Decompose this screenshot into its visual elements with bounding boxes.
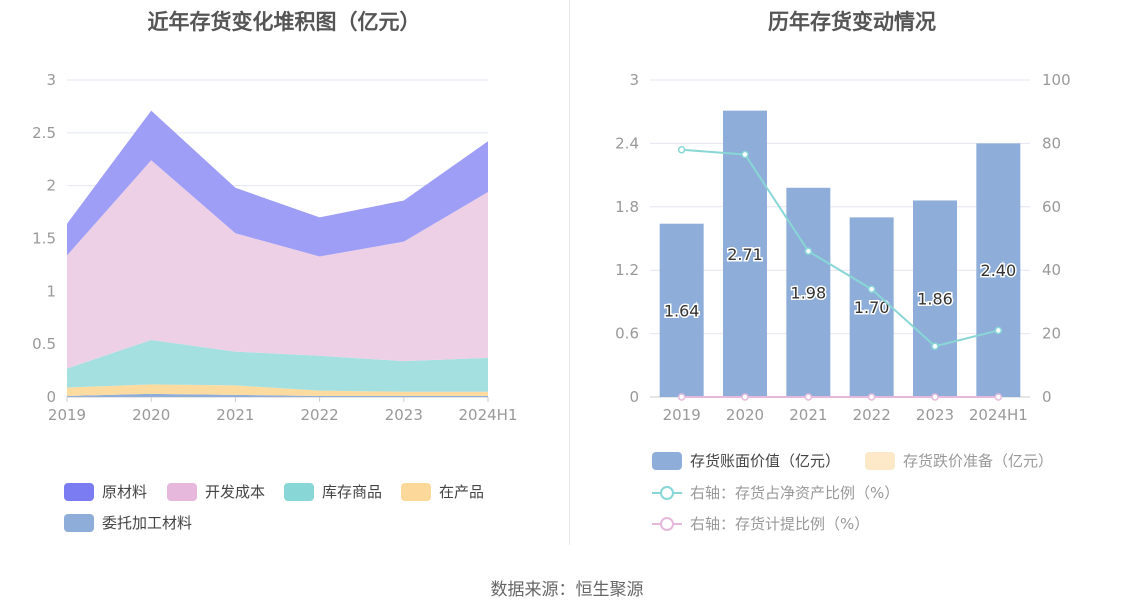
- bar-value-label: 1.86: [917, 290, 953, 309]
- line-point: [804, 393, 813, 401]
- bar-value-label: 1.98: [791, 283, 827, 302]
- x-tick-label: 2024H1: [459, 406, 518, 424]
- area-series-在产品: [67, 384, 488, 396]
- x-tick-label: 2019: [663, 406, 701, 424]
- y-tick-label: 2.5: [32, 124, 56, 142]
- y-tick-label: 0: [46, 388, 56, 406]
- y-tick-label: 2: [46, 177, 56, 195]
- y-tick-label: 3: [46, 71, 56, 89]
- y-right-tick-label: 20: [1042, 325, 1061, 343]
- y-left-tick-label: 0.6: [615, 325, 639, 343]
- y-tick-label: 0.5: [32, 335, 56, 353]
- legend-item-库存商品[interactable]: 库存商品: [284, 481, 382, 502]
- y-left-tick-label: 2.4: [615, 134, 639, 152]
- x-tick-label: 2021: [216, 406, 254, 424]
- legend-swatch: [64, 513, 94, 532]
- legend-label: 存货跌价准备（亿元）: [903, 452, 1054, 470]
- y-tick-label: 1.5: [32, 230, 56, 248]
- line-point: [804, 247, 813, 255]
- legend-swatch: [865, 451, 895, 470]
- left-chart-title: 近年存货变化堆积图（亿元）: [147, 10, 421, 34]
- legend-item-存货账面价值（亿元）[interactable]: 存货账面价值（亿元）: [652, 450, 840, 471]
- legend-item-右轴：存货计提比例（%）[interactable]: 右轴：存货计提比例（%）: [652, 513, 869, 534]
- y-right-tick-label: 100: [1042, 71, 1071, 89]
- panel-divider: [569, 0, 570, 545]
- data-source-footer: 数据来源：恒生聚源: [490, 580, 644, 600]
- x-tick-label: 2023: [916, 406, 954, 424]
- bar-2021: [786, 187, 831, 397]
- y-right-tick-label: 40: [1042, 261, 1061, 279]
- area-series-委托加工材料: [67, 393, 488, 397]
- area-series-开发成本: [67, 160, 488, 369]
- y-left-tick-label: 3: [629, 71, 639, 89]
- y-tick-label: 1: [46, 282, 56, 300]
- legend-label: 库存商品: [322, 483, 383, 501]
- bar-line-chart: 0 0 0.6 20 1.2 40 1.8 60 2.4 80 3 100 1.64 2.71 1.98 1.…: [615, 71, 1071, 424]
- y-left-tick-label: 1.2: [615, 261, 639, 279]
- area-series-库存商品: [67, 339, 488, 392]
- y-left-tick-label: 0: [629, 388, 639, 406]
- legend-swatch: [284, 482, 314, 501]
- line-series-右轴：存货占净资产比例（%）: [681, 148, 999, 348]
- y-right-tick-label: 60: [1042, 198, 1061, 216]
- bar-2019: [659, 223, 704, 397]
- x-tick-label: 2022: [853, 406, 891, 424]
- legend-swatch: [652, 484, 682, 502]
- bar-2022: [849, 217, 894, 397]
- legend-label: 在产品: [439, 483, 485, 501]
- stacked-area-chart: 0 0.5 1 1.5 2 2.5 3 2019 2020 2021 2022 2023 2024H1: [32, 71, 518, 424]
- legend-item-委托加工材料[interactable]: 委托加工材料: [64, 512, 192, 533]
- bar-value-label: 2.71: [727, 245, 763, 264]
- line-point: [741, 393, 749, 401]
- x-tick-label: 2022: [301, 406, 339, 424]
- left-chart-panel: 近年存货变化堆积图（亿元） 0 0.5 1 1.5 2 2.5 3 2019 2020 2021 2…: [0, 0, 568, 545]
- x-tick-label: 2020: [132, 406, 170, 424]
- legend-swatch: [64, 482, 94, 501]
- legend-swatch: [652, 515, 682, 533]
- legend-swatch: [652, 451, 682, 470]
- legend-label: 存货账面价值（亿元）: [690, 452, 841, 470]
- legend-item-右轴：存货占净资产比例（%）[interactable]: 右轴：存货占净资产比例（%）: [652, 482, 899, 503]
- legend-label: 委托加工材料: [102, 514, 193, 532]
- legend-label: 右轴：存货占净资产比例（%）: [690, 484, 900, 502]
- line-point: [931, 342, 939, 351]
- bar-2020: [723, 110, 767, 397]
- line-point: [741, 150, 749, 159]
- bar-2024H1: [976, 143, 1021, 397]
- bar-2023: [913, 200, 957, 397]
- bar-value-label: 1.70: [854, 298, 890, 317]
- y-right-tick-label: 0: [1042, 388, 1052, 406]
- line-point: [931, 393, 939, 401]
- legend-swatch: [401, 482, 431, 501]
- legend-swatch: [167, 482, 197, 501]
- line-point: [867, 393, 876, 401]
- x-tick-label: 2023: [385, 406, 423, 424]
- right-chart-title: 历年存货变动情况: [768, 10, 936, 34]
- legend-item-开发成本[interactable]: 开发成本: [167, 481, 265, 502]
- right-chart-panel: 历年存货变动情况 0 0 0.6 20 1.2 40 1.8 60 2.4 80 3 100 1.64 2…: [570, 0, 1134, 545]
- bar-value-label: 1.64: [664, 301, 700, 320]
- legend-item-在产品[interactable]: 在产品: [401, 481, 484, 502]
- x-tick-label: 2019: [48, 406, 86, 424]
- legend-item-存货跌价准备（亿元）[interactable]: 存货跌价准备（亿元）: [865, 450, 1053, 471]
- line-point: [994, 326, 1003, 335]
- x-tick-label: 2021: [789, 406, 827, 424]
- legend-label: 原材料: [102, 483, 148, 501]
- area-series-原材料: [67, 110, 488, 257]
- line-point: [867, 285, 876, 293]
- legend-item-原材料[interactable]: 原材料: [64, 481, 147, 502]
- x-tick-label: 2024H1: [969, 406, 1028, 424]
- legend-label: 右轴：存货计提比例（%）: [690, 515, 870, 533]
- bar-value-label: 2.40: [981, 261, 1017, 280]
- line-point: [677, 393, 686, 401]
- x-tick-label: 2020: [726, 406, 764, 424]
- y-left-tick-label: 1.8: [615, 198, 639, 216]
- line-point: [994, 393, 1003, 401]
- line-point: [677, 145, 686, 154]
- legend-label: 开发成本: [205, 483, 266, 501]
- y-right-tick-label: 80: [1042, 134, 1061, 152]
